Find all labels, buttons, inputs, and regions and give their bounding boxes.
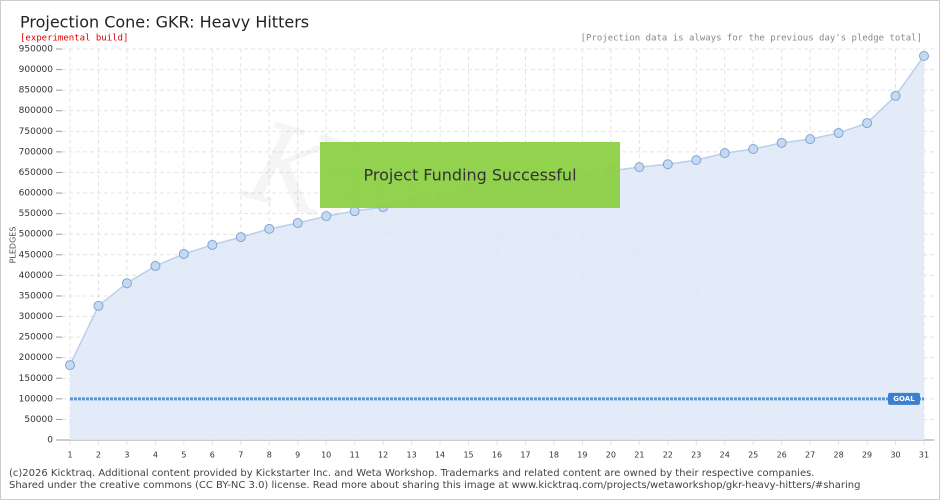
x-tick-label: 19: [577, 451, 587, 460]
point: [634, 162, 645, 173]
point: [776, 137, 787, 148]
x-tick-label: 22: [663, 451, 673, 460]
x-tick-label: 9: [295, 451, 300, 460]
goal-badge: [888, 392, 920, 405]
x-tick-label: 4: [153, 451, 158, 460]
x-tick-label: 3: [124, 451, 129, 460]
x-tick-label: 17: [520, 451, 530, 460]
x-tick-label: 6: [210, 451, 215, 460]
x-tick-label: 16: [492, 451, 502, 460]
chart-title: Projection Cone: GKR: Heavy Hitters: [20, 13, 309, 32]
x-tick-label: 1: [67, 451, 72, 460]
x-tick-label: 23: [691, 451, 701, 460]
point: [207, 239, 218, 250]
x-tick-label: 20: [606, 451, 616, 460]
x-tick-label: 7: [238, 451, 243, 460]
x-tick-label: 18: [549, 451, 559, 460]
x-tick-label: 28: [834, 451, 844, 460]
point: [719, 148, 730, 159]
y-tick-label: 800000: [19, 106, 54, 116]
point: [691, 155, 702, 166]
y-tick-label: 750000: [19, 127, 54, 137]
goal-label: GOAL: [893, 395, 915, 403]
point: [93, 300, 104, 311]
y-tick-label: 400000: [19, 271, 54, 281]
point: [662, 159, 673, 170]
x-tick-label: 21: [634, 451, 644, 460]
footer: Shared under the creative commons (CC BY…: [9, 480, 860, 491]
y-tick-label: 100000: [19, 394, 54, 404]
x-tick-label: 27: [805, 451, 815, 460]
y-tick-label: 600000: [19, 189, 54, 199]
x-tick-label: 5: [181, 451, 186, 460]
y-tick-label: 900000: [19, 65, 54, 75]
x-tick-label: 25: [748, 451, 758, 460]
x-tick-label: 29: [862, 451, 872, 460]
point: [919, 50, 929, 61]
y-tick-label: 150000: [19, 374, 54, 384]
point: [890, 90, 901, 101]
point: [178, 248, 189, 259]
footer: (c)2026 Kicktraq. Additional content pro…: [9, 468, 814, 479]
y-tick-label: 200000: [19, 353, 54, 363]
y-tick-label: 500000: [19, 230, 54, 240]
point: [321, 211, 332, 222]
banner-text: Project Funding Successful: [363, 166, 576, 185]
point: [748, 144, 759, 155]
x-tick-label: 8: [267, 451, 272, 460]
y-tick-label: 450000: [19, 250, 54, 260]
point: [862, 118, 873, 129]
x-tick-label: 2: [96, 451, 101, 460]
x-tick-label: 13: [407, 451, 417, 460]
point: [235, 232, 246, 243]
y-tick-label: 650000: [19, 168, 54, 178]
note: [Projection data is always for the previ…: [581, 34, 922, 44]
y-tick-label: 300000: [19, 312, 54, 322]
x-tick-label: 24: [720, 451, 730, 460]
point: [264, 223, 275, 234]
x-tick-label: 26: [777, 451, 787, 460]
x-tick-label: 12: [378, 451, 388, 460]
y-tick-label: 350000: [19, 291, 54, 301]
y-tick-label: 250000: [19, 333, 54, 343]
point: [121, 278, 132, 289]
banner: [320, 142, 620, 208]
point: [292, 218, 303, 229]
x-tick-label: 30: [890, 451, 900, 460]
subtitle: [experimental build]: [20, 34, 128, 44]
y-tick-label: 550000: [19, 209, 54, 219]
area: [70, 55, 924, 441]
point: [349, 206, 360, 217]
point: [833, 127, 844, 138]
y-tick-label: 700000: [19, 147, 54, 157]
x-tick-label: 10: [321, 451, 331, 460]
x-tick-label: 15: [463, 451, 473, 460]
y-tick-label: 950000: [19, 45, 54, 55]
x-tick-label: 14: [435, 451, 445, 460]
y-axis-label: PLEDGES: [9, 227, 18, 264]
x-tick-label: 11: [350, 451, 360, 460]
y-tick-label: 0: [47, 436, 53, 446]
point: [805, 134, 816, 145]
y-tick-label: 50000: [24, 415, 53, 425]
point: [65, 360, 75, 371]
x-tick-label: 31: [919, 451, 929, 460]
y-tick-label: 850000: [19, 86, 54, 96]
point: [150, 260, 161, 271]
